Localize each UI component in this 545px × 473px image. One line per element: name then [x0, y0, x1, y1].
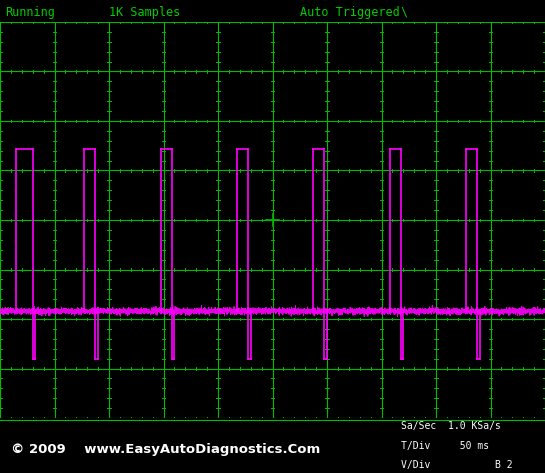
Text: \: \	[401, 6, 408, 18]
Text: V/Div           B 2: V/Div B 2	[401, 460, 512, 470]
Text: Running: Running	[5, 6, 56, 18]
Text: Sa/Sec  1.0 KSa/s: Sa/Sec 1.0 KSa/s	[401, 421, 500, 431]
Text: Auto Triggered: Auto Triggered	[300, 6, 399, 18]
Text: © 2009    www.EasyAutoDiagnostics.Com: © 2009 www.EasyAutoDiagnostics.Com	[11, 443, 320, 456]
Text: 1K Samples: 1K Samples	[109, 6, 180, 18]
Text: T/Div     50 ms: T/Div 50 ms	[401, 440, 489, 450]
